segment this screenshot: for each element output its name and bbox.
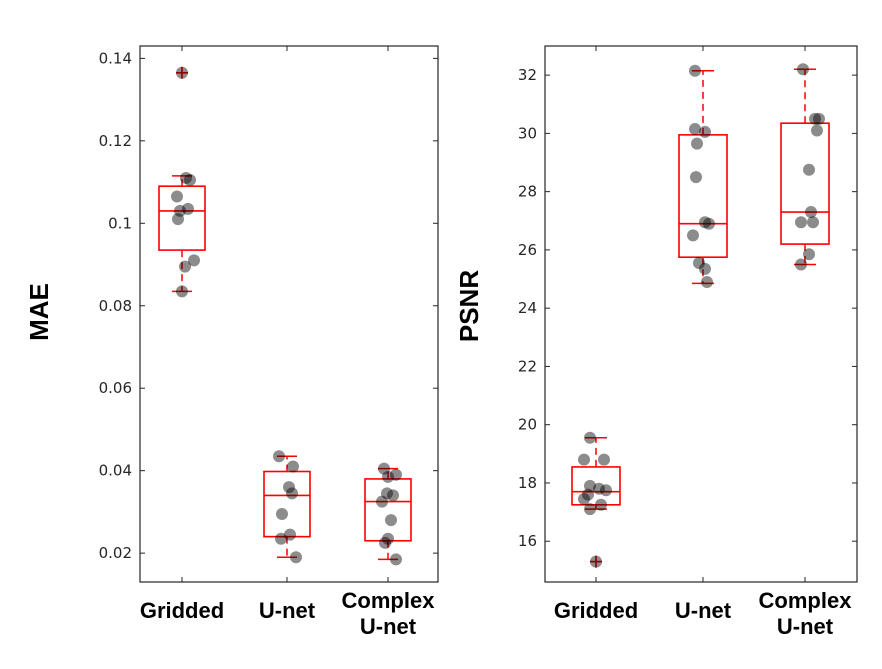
data-point	[390, 468, 402, 481]
box	[364, 478, 412, 542]
category-label: U-net	[259, 598, 316, 623]
data-point	[689, 64, 701, 77]
data-point	[699, 216, 711, 229]
data-point	[687, 229, 699, 242]
data-point	[176, 285, 188, 298]
category-label: Complex	[759, 588, 853, 613]
y-tick-label: 26	[518, 241, 537, 259]
data-point	[593, 482, 605, 495]
y-tick-label: 0.1	[108, 214, 132, 232]
data-point	[174, 204, 186, 217]
y-tick-label: 0.04	[99, 462, 132, 480]
box	[780, 122, 830, 245]
data-point	[595, 498, 607, 511]
y-tick-label: 24	[518, 299, 537, 317]
data-point	[188, 254, 200, 267]
data-point	[701, 275, 713, 288]
data-point	[689, 123, 701, 136]
data-point	[813, 112, 825, 125]
data-point	[385, 514, 397, 527]
category-label: U-net	[675, 598, 732, 623]
data-point	[691, 137, 703, 150]
data-point	[276, 507, 288, 520]
data-point	[290, 551, 302, 564]
data-point	[287, 460, 299, 473]
y-tick-label: 20	[518, 416, 537, 434]
y-axis-label: MAE	[24, 283, 54, 341]
data-point	[584, 431, 596, 444]
box	[263, 470, 311, 538]
data-point	[180, 171, 192, 184]
y-tick-label: 0.12	[99, 132, 132, 150]
data-point	[699, 262, 711, 275]
data-point	[805, 206, 817, 219]
data-point	[172, 213, 184, 226]
data-point	[283, 481, 295, 494]
y-tick-label: 0.02	[99, 544, 132, 562]
data-point	[171, 190, 183, 203]
data-point	[584, 479, 596, 492]
data-point	[382, 470, 394, 483]
data-point	[582, 488, 594, 501]
data-point	[803, 248, 815, 261]
box	[158, 185, 206, 251]
y-tick-label: 32	[518, 66, 537, 84]
data-point	[590, 555, 602, 568]
data-point	[273, 450, 285, 463]
mae-panel: 0.02 0.04 0.06 0.08 0.1 0.12 0.14 MAE Gridded U-n…	[24, 45, 439, 639]
data-point	[379, 536, 391, 549]
data-point	[797, 63, 809, 76]
y-tick-label: 16	[518, 532, 537, 550]
data-point	[809, 112, 821, 125]
data-point	[578, 453, 590, 466]
data-point	[390, 553, 402, 566]
data-point	[693, 257, 705, 270]
box	[571, 466, 621, 506]
data-point	[378, 462, 390, 475]
data-point	[275, 532, 287, 545]
y-tick-label: 22	[518, 357, 537, 375]
data-point	[382, 532, 394, 545]
category-label: U-net	[360, 614, 417, 639]
data-point	[184, 174, 196, 186]
data-point	[699, 125, 711, 138]
data-point	[176, 66, 188, 79]
data-point	[381, 487, 393, 500]
y-tick-label: 0.06	[99, 379, 132, 397]
category-label: Gridded	[140, 598, 224, 623]
data-point	[179, 260, 191, 273]
data-point	[387, 489, 399, 502]
category-label: Complex	[342, 588, 436, 613]
y-tick-label: 0.08	[99, 297, 132, 315]
category-label: Gridded	[554, 598, 638, 623]
data-point	[286, 487, 298, 500]
box	[678, 134, 728, 258]
y-tick-label: 30	[518, 124, 537, 142]
plot-frame	[544, 45, 858, 583]
y-tick-label: 28	[518, 183, 537, 201]
data-point	[600, 484, 612, 497]
data-point	[795, 258, 807, 271]
data-point	[690, 171, 702, 184]
plot-frame	[139, 45, 439, 583]
category-label: U-net	[777, 614, 834, 639]
data-point	[182, 202, 194, 215]
y-axis-label: PSNR	[454, 270, 484, 342]
y-tick-label: 0.14	[99, 49, 132, 67]
data-point	[803, 163, 815, 176]
data-point	[811, 124, 823, 137]
data-point	[807, 216, 819, 229]
data-point	[795, 216, 807, 229]
data-point	[584, 503, 596, 516]
y-tick-label: 18	[518, 474, 537, 492]
data-point	[376, 495, 388, 508]
data-point	[578, 492, 590, 505]
data-point	[703, 217, 715, 230]
data-point	[284, 528, 296, 541]
data-point	[598, 453, 610, 466]
